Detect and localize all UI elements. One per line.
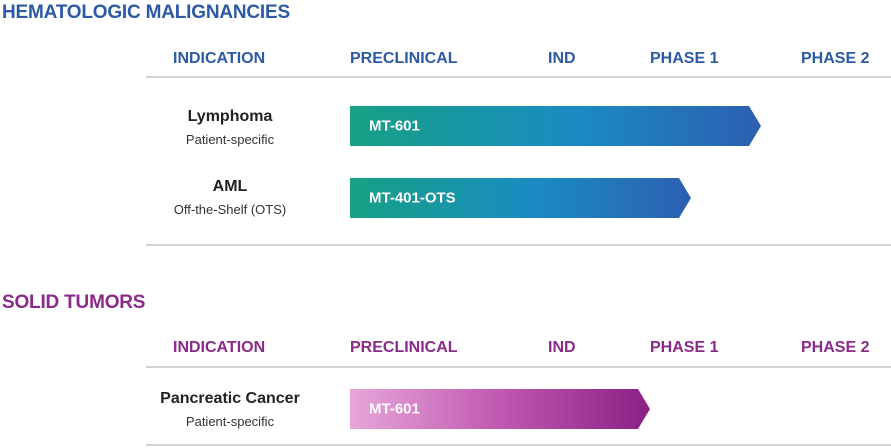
header-phase-2: PHASE 2: [801, 50, 870, 67]
program-label: MT-601: [369, 400, 420, 418]
indication-subtitle: Patient-specific: [185, 414, 275, 429]
indication-name: Lymphoma: [187, 108, 273, 125]
header-phase-2: PHASE 2: [801, 339, 870, 356]
program-label: MT-601: [369, 117, 420, 135]
section-title: HEMATOLOGIC MALIGNANCIES: [2, 2, 290, 23]
indication-subtitle: Patient-specific: [185, 132, 275, 147]
program-bar: MT-601: [350, 106, 761, 146]
indication-name: AML: [212, 178, 248, 195]
program-label: MT-401-OTS: [369, 189, 456, 207]
indication-name: Pancreatic Cancer: [160, 390, 300, 407]
header-indication: INDICATION: [173, 339, 266, 356]
program-bar: MT-401-OTS: [350, 178, 691, 218]
header-rule: [146, 366, 891, 368]
section-bottom-rule: [146, 244, 891, 246]
section-bottom-rule: [146, 444, 891, 446]
header-phase-1: PHASE 1: [650, 339, 719, 356]
header-indication: INDICATION: [173, 50, 266, 67]
header-phase-1: PHASE 1: [650, 50, 719, 67]
header-ind: IND: [548, 50, 576, 67]
program-bar: MT-601: [350, 389, 650, 429]
section-title: SOLID TUMORS: [2, 292, 146, 313]
header-preclinical: PRECLINICAL: [350, 50, 458, 67]
header-rule: [146, 76, 891, 78]
header-ind: IND: [548, 339, 576, 356]
header-preclinical: PRECLINICAL: [350, 339, 458, 356]
indication-subtitle: Off-the-Shelf (OTS): [173, 202, 287, 217]
